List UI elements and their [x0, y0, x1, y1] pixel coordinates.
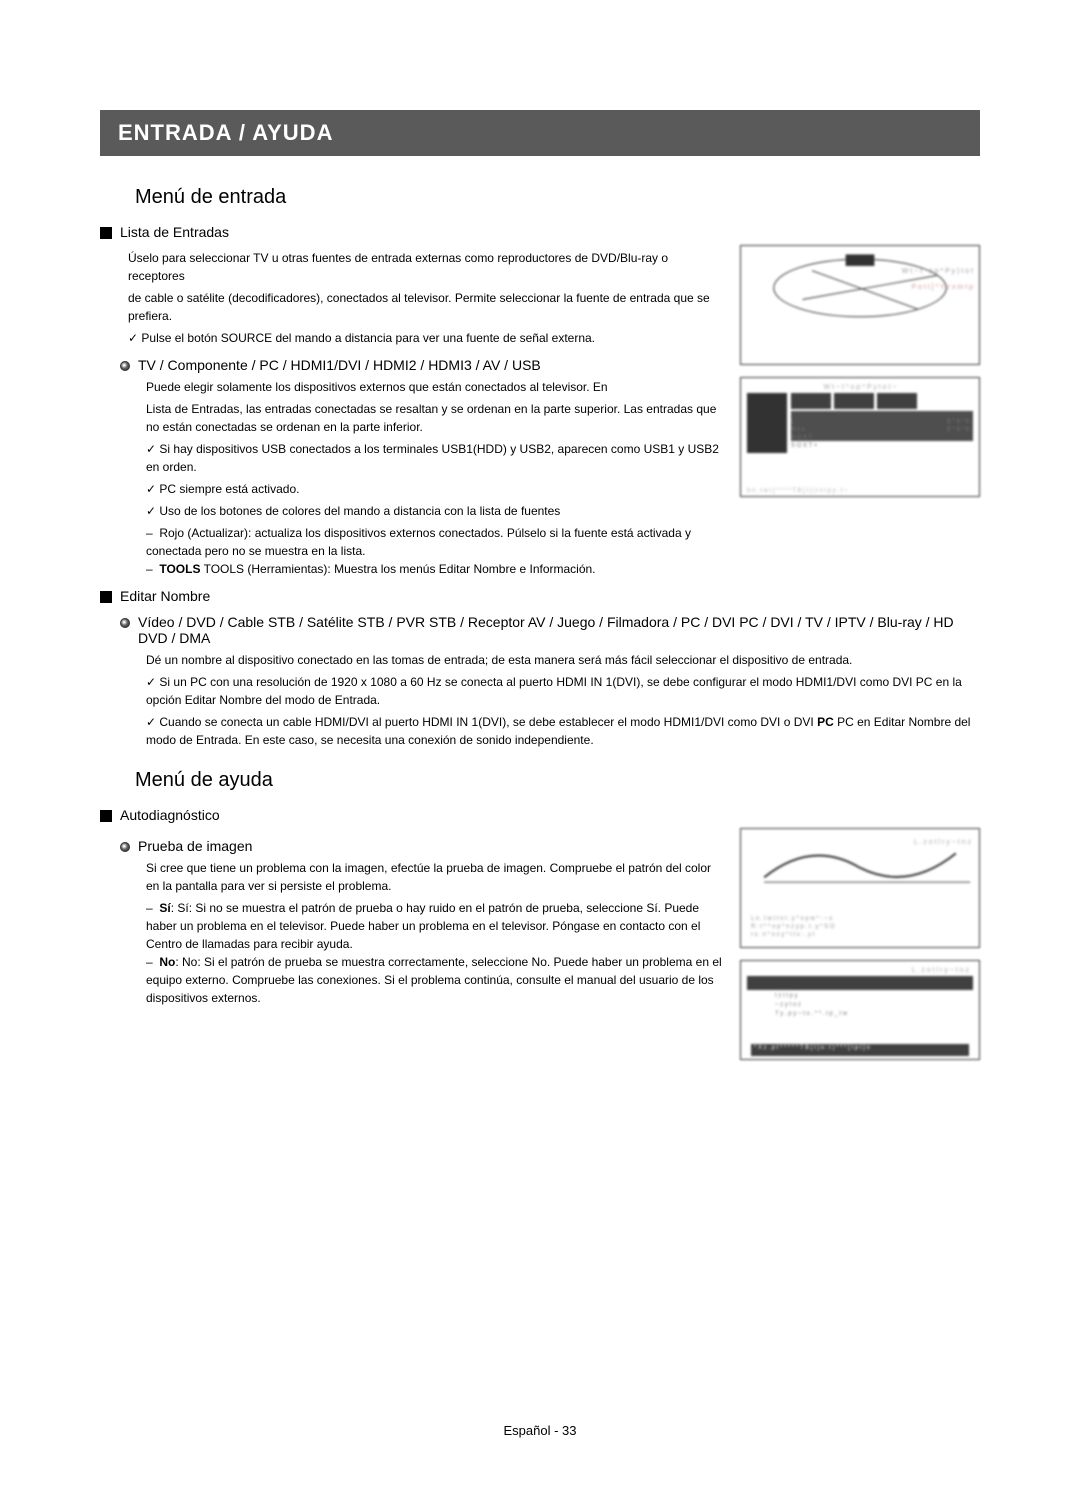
- caption: L . z o t l r y ~ t n z: [914, 839, 971, 846]
- body-text: Si cree que tiene un problema con la ima…: [146, 859, 722, 895]
- note-text: Si hay dispositivos USB conectados a los…: [146, 442, 719, 474]
- caption: L . z o t l r y ~ t n z: [751, 967, 969, 974]
- body-text: ✓ PC siempre está activado.: [146, 480, 722, 498]
- disc-icon: [120, 618, 130, 628]
- body-text: Lista de Entradas, las entradas conectad…: [146, 400, 722, 436]
- note-text: PC siempre está activado.: [159, 482, 299, 496]
- body-text: Puede elegir solamente los dispositivos …: [146, 378, 722, 396]
- caption-line: L n . t w t t n t . y * o p w * : ~ o: [751, 915, 835, 923]
- note-text: Cuando se conecta un cable HDMI/DVI al p…: [159, 715, 418, 729]
- note: ✓ Cuando se conecta un cable HDMI/DVI al…: [146, 713, 980, 749]
- figure-selftest: L . z o t l r y ~ t n z L n . t w t t n …: [740, 828, 980, 948]
- note-text: Pulse el botón SOURCE del mando a distan…: [141, 331, 595, 345]
- dash-item: – Sí: Sí: Si no se muestra el patrón de …: [146, 899, 722, 953]
- page-footer: Español - 33: [0, 1423, 1080, 1438]
- square-icon: [100, 227, 112, 239]
- note: ✓ Pulse el botón SOURCE del mando a dist…: [128, 329, 722, 347]
- body-text: de cable o satélite (decodificadores), c…: [128, 289, 722, 325]
- body-text: ✓ Si hay dispositivos USB conectados a l…: [146, 440, 722, 476]
- note-text: HDMI IN 1(DVI), se debe configurar el mo…: [556, 675, 792, 689]
- square-icon: [100, 810, 112, 822]
- disc-heading: Vídeo / DVD / Cable STB / Satélite STB /…: [138, 614, 980, 646]
- section1-title: Menú de entrada: [135, 186, 980, 209]
- body-text: Dé un nombre al dispositivo conectado en…: [146, 651, 980, 669]
- row-label: E * 8 * 8: [947, 418, 969, 426]
- caption: P o t t [ * Y z x m t p: [912, 284, 973, 291]
- note-text: HDMI1/DVI como DVI o DVI: [664, 715, 814, 729]
- row-label: ~ z y t o z: [775, 1001, 973, 1010]
- body-text: ✓ Uso de los botones de colores del mand…: [146, 502, 722, 520]
- note-text: Si un PC con una resolución de 1920 x 10…: [159, 675, 553, 689]
- row-label: L: [791, 418, 817, 426]
- row-label: N z x: [791, 426, 817, 434]
- caption: W t ~ t * o p * P y t o t ~: [745, 384, 975, 391]
- disc-icon: [120, 842, 130, 852]
- edit-name-heading: Editar Nombre: [120, 588, 210, 604]
- square-icon: [100, 591, 112, 603]
- dash-item: – TOOLS TOOLS (Herramientas): Muestra lo…: [146, 560, 722, 578]
- disc-heading: TV / Componente / PC / HDMI1/DVI / HDMI2…: [138, 357, 541, 373]
- note-text: Uso de los botones de colores del mando …: [159, 504, 560, 518]
- caption: * X z . p t * * * * * T B [ t ] o : t ) …: [751, 1044, 969, 1056]
- section2-title: Menú de ayuda: [135, 769, 980, 792]
- caption-line: t o . n * o z y * t t x : . y t: [751, 931, 835, 939]
- dash-text: Rojo (Actualizar): actualiza los disposi…: [146, 526, 691, 558]
- dash-text: TOOLS (Herramientas): Muestra los menús …: [204, 562, 596, 576]
- autodiag-heading: Autodiagnóstico: [120, 807, 220, 823]
- note-text: HDMI IN 1(DVI), se debe establecer el mo…: [422, 715, 660, 729]
- row-label: E * 8 * 8: [947, 426, 969, 434]
- row-label: S O X T +: [791, 442, 817, 450]
- list-heading: Lista de Entradas: [120, 224, 229, 240]
- row-label: S O X T: [791, 434, 817, 442]
- page-title: ENTRADA / AYUDA: [100, 110, 980, 156]
- figure-source-list: W t ~ t * o p * P y t o t ~ L N z x S O …: [740, 377, 980, 497]
- dash-text: No: Si el patrón de prueba se muestra co…: [146, 955, 722, 1005]
- note: ✓ Si un PC con una resolución de 1920 x …: [146, 673, 980, 709]
- dash-item: – No: No: Si el patrón de prueba se mues…: [146, 953, 722, 1007]
- body-text: Úselo para seleccionar TV u otras fuente…: [128, 249, 722, 285]
- caption-line: R : t * ^ o p * n z y p . t . y * S O: [751, 923, 835, 931]
- disc-heading: Prueba de imagen: [138, 838, 252, 854]
- caption: b n . t w t [ * * * * T B [ t ] | t x t …: [747, 488, 848, 494]
- caption: W t ~ t * o p * P y ) t o t: [902, 268, 973, 275]
- figure-remote: W t ~ t * o p * P y ) t o t P o t t [ * …: [740, 245, 980, 365]
- row-label: T y . p y ~ t o . * * . t p _ t w: [775, 1010, 973, 1019]
- figure-selftest-menu: L . z o t l r y ~ t n z t z t t p y ~ z …: [740, 960, 980, 1060]
- dash-text: Sí: Si no se muestra el patrón de prueba…: [146, 901, 700, 951]
- disc-icon: [120, 361, 130, 371]
- row-label: t z t t p y: [775, 992, 973, 1001]
- dash-item: – Rojo (Actualizar): actualiza los dispo…: [146, 524, 722, 560]
